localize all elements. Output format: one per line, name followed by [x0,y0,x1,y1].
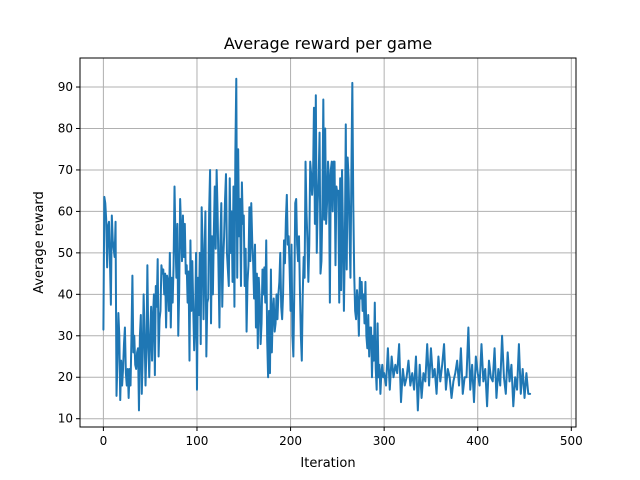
y-tick-label: 80 [58,121,73,135]
x-tick-label: 400 [466,434,489,448]
grid [80,58,576,427]
x-tick-label: 300 [373,434,396,448]
y-tick-label: 20 [58,370,73,384]
y-tick-label: 90 [58,80,73,94]
x-tick-label: 500 [560,434,583,448]
y-tick-label: 30 [58,329,73,343]
plot-frame [79,57,577,428]
x-tick-label: 0 [100,434,108,448]
series-line-average-reward [102,77,532,412]
x-tick-label: 200 [279,434,302,448]
y-axis-label: Average reward [32,191,47,294]
x-tick-label: 100 [186,434,209,448]
y-tick-label: 70 [58,163,73,177]
series-layer [102,77,532,412]
y-tick-label: 40 [58,287,73,301]
axis-ticks: 0 100 200 300 400 500 10 20 30 40 50 60 70 80 90 [58,80,583,448]
y-tick-label: 50 [58,246,73,260]
y-tick-label: 10 [58,412,73,426]
chart-title: Average reward per game [224,34,432,53]
y-tick-label: 60 [58,204,73,218]
x-axis-label: Iteration [300,456,355,471]
